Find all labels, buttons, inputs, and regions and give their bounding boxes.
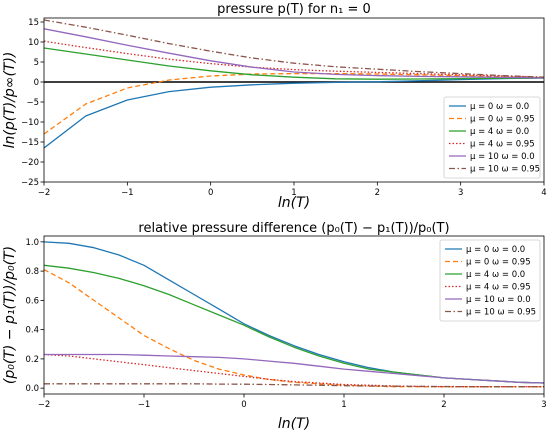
y-tick-label: 0.8	[25, 267, 39, 277]
series-line-6	[44, 19, 544, 78]
x-axis-label: ln(T)	[278, 195, 310, 211]
series-line-3	[44, 47, 544, 80]
x-tick-label: 0	[241, 400, 246, 410]
chart-title: pressure p(T) for n₁ = 0	[217, 2, 371, 17]
x-tick-label: 2	[441, 400, 446, 410]
x-tick-label: 3	[458, 188, 463, 198]
y-tick-label: −5	[26, 98, 39, 108]
chart-panel-2: relative pressure difference (p₀(T) − p₁…	[2, 221, 547, 432]
series-line-1	[44, 77, 544, 149]
x-tick-label: 3	[541, 400, 546, 410]
legend-label: μ = 4 ω = 0.95	[470, 140, 535, 150]
legend-label: μ = 4 ω = 0.95	[466, 283, 531, 293]
x-tick-label: −1	[138, 400, 151, 410]
legend-label: μ = 4 ω = 0.0	[466, 270, 525, 280]
legend-label: μ = 0 ω = 0.95	[466, 258, 531, 268]
legend-box	[443, 96, 541, 179]
y-tick-label: 10	[28, 38, 39, 48]
plot-frame	[43, 235, 545, 395]
chart-panel-1: pressure p(T) for n₁ = 0−2 −1 0 1 2 3 4151050−…	[2, 2, 547, 211]
y-tick-label: 0.4	[25, 326, 39, 336]
y-tick-label: −25	[21, 178, 39, 188]
legend: μ = 0 ω = 0.0 μ = 0 ω = 0.95 μ = 4 ω = 0.0…	[439, 239, 541, 322]
series-line-6	[44, 383, 544, 388]
series-line-5	[44, 28, 544, 79]
legend-label: μ = 0 ω = 0.95	[470, 115, 535, 125]
y-tick-label: 1.0	[25, 238, 39, 248]
legend-label: μ = 0 ω = 0.0	[470, 102, 529, 112]
legend-label: μ = 10 ω = 0.0	[466, 295, 531, 305]
y-tick-label: 0.0	[25, 384, 39, 394]
y-axis-label: ln(p(T)/p∞(T))	[2, 52, 18, 149]
y-tick-label: 0.6	[25, 296, 39, 306]
plot-frame	[43, 17, 545, 183]
y-tick-label: 0.2	[25, 355, 39, 365]
y-tick-label: −20	[21, 158, 39, 168]
legend-label: μ = 10 ω = 0.95	[466, 308, 536, 318]
y-axis-label: (p₀(T) − p₁(T))/p₀(T)	[2, 246, 18, 384]
series-line-4	[44, 353, 544, 388]
y-tick-label: −10	[21, 118, 39, 128]
legend-box	[439, 239, 541, 322]
x-axis-label: ln(T)	[278, 416, 310, 432]
y-tick-label: −15	[21, 138, 39, 148]
y-tick-label: 15	[28, 18, 39, 28]
legend: μ = 0 ω = 0.0 μ = 0 ω = 0.95 μ = 4 ω = 0.0…	[443, 96, 541, 179]
legend-label: μ = 4 ω = 0.0	[470, 127, 529, 137]
legend-label: μ = 10 ω = 0.0	[470, 152, 535, 162]
legend-label: μ = 10 ω = 0.95	[470, 165, 540, 175]
x-tick-label: −1	[121, 188, 134, 198]
series-line-2	[44, 269, 544, 388]
x-tick-label: 1	[341, 400, 346, 410]
chart-title: relative pressure difference (p₀(T) − p₁…	[138, 221, 449, 236]
x-tick-label: 4	[541, 188, 546, 198]
x-tick-label: 1	[291, 188, 296, 198]
series-line-4	[44, 40, 544, 78]
x-tick-label: −2	[38, 188, 51, 198]
x-tick-label: −2	[38, 400, 51, 410]
y-tick-label: 5	[34, 58, 39, 68]
x-tick-label: 2	[375, 188, 380, 198]
y-tick-label: 0	[34, 78, 39, 88]
legend-label: μ = 0 ω = 0.0	[466, 245, 525, 255]
series-line-5	[44, 353, 544, 384]
x-tick-label: 0	[208, 188, 213, 198]
